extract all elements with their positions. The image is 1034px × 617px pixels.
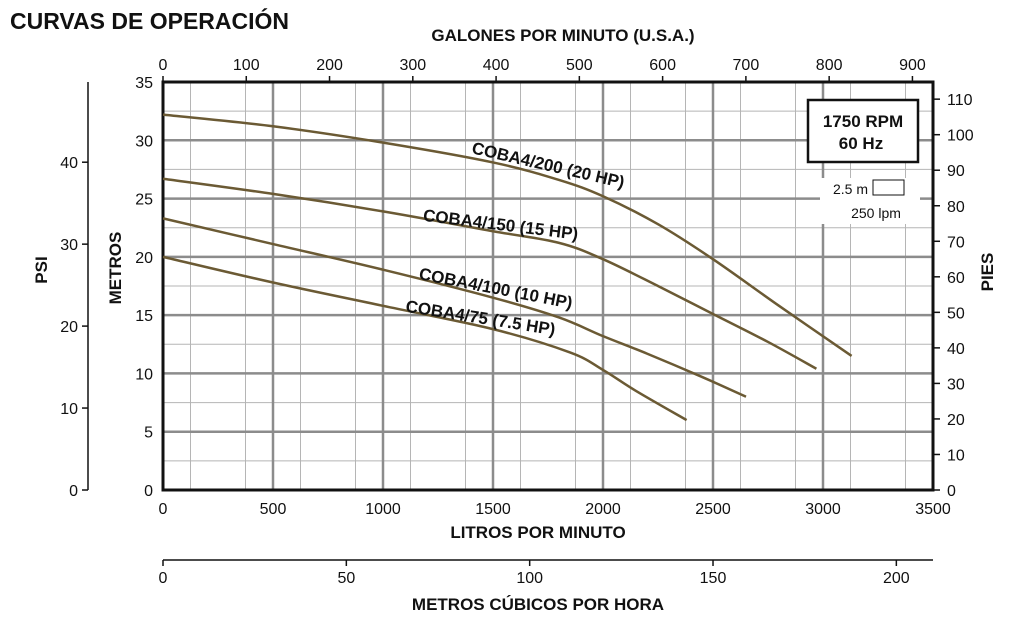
series-label: COBA4/150 (15 HP) [422, 206, 579, 244]
bottom-axis-2-label: METROS CÚBICOS POR HORA [412, 595, 664, 614]
y-tick-label: 10 [135, 366, 153, 383]
top-axis-tick-label: 0 [159, 57, 168, 74]
psi-axis-tick-label: 40 [60, 155, 78, 172]
top-axis-tick-label: 600 [649, 57, 676, 74]
info-box-rpm: 1750 RPM [823, 112, 903, 131]
top-axis-tick-label: 900 [899, 57, 926, 74]
x-tick-label: 0 [159, 501, 168, 518]
bottom-axis-2-tick-label: 200 [883, 570, 910, 587]
y-tick-label: 20 [135, 250, 153, 267]
top-axis-tick-label: 500 [566, 57, 593, 74]
psi-axis-tick-label: 10 [60, 401, 78, 418]
info-box-hz: 60 Hz [839, 134, 883, 153]
right-axis-label: PIES [978, 253, 997, 292]
scale-note-box [872, 179, 905, 196]
top-axis-tick-label: 800 [816, 57, 843, 74]
series-line [162, 217, 747, 398]
right-axis-tick-label: 10 [947, 447, 965, 464]
top-axis-label: GALONES POR MINUTO (U.S.A.) [431, 26, 694, 45]
right-axis-tick-label: 20 [947, 412, 965, 429]
y-tick-label: 5 [144, 425, 153, 442]
y-axis-label: METROS [106, 232, 125, 305]
right-axis-tick-label: 40 [947, 341, 965, 358]
psi-axis-tick-label: 0 [69, 483, 78, 500]
y-tick-label: 35 [135, 75, 153, 92]
right-axis-tick-label: 80 [947, 199, 965, 216]
top-axis-tick-label: 700 [733, 57, 760, 74]
y-tick-label: 15 [135, 308, 153, 325]
x-tick-label: 3000 [805, 501, 841, 518]
y-tick-label: 25 [135, 192, 153, 209]
y-tick-label: 30 [135, 133, 153, 150]
x-tick-label: 1000 [365, 501, 401, 518]
x-tick-label: 2000 [585, 501, 621, 518]
x-tick-label: 1500 [475, 501, 511, 518]
bottom-axis-2-tick-label: 0 [159, 570, 168, 587]
x-tick-label: 2500 [695, 501, 731, 518]
left-axis-2-label: PSI [32, 256, 51, 283]
right-axis-tick-label: 110 [947, 92, 973, 109]
right-axis-tick-label: 60 [947, 270, 965, 287]
axis-ticks: 0 500 1000 1500 2000 2500 3000 3500051015202530… [60, 57, 974, 587]
y-tick-label: 0 [144, 483, 153, 500]
right-axis-tick-label: 30 [947, 376, 965, 393]
info-box [806, 98, 920, 164]
plot-frame [161, 80, 935, 492]
series-line [162, 177, 818, 370]
bottom-axis-2-tick-label: 150 [700, 570, 727, 587]
right-axis-tick-label: 50 [947, 305, 965, 322]
x-tick-label: 500 [260, 501, 287, 518]
right-axis-tick-label: 0 [947, 483, 956, 500]
right-axis-tick-label: 70 [947, 234, 965, 251]
series-line [162, 113, 853, 357]
top-axis-tick-label: 400 [483, 57, 510, 74]
top-axis-tick-label: 100 [233, 57, 260, 74]
top-axis-tick-label: 200 [316, 57, 343, 74]
right-axis-tick-label: 90 [947, 163, 965, 180]
x-axis-label: LITROS POR MINUTO [450, 523, 625, 542]
series-line [162, 255, 688, 422]
scale-note-horizontal: 250 lpm [851, 205, 901, 221]
page-title: CURVAS DE OPERACIÓN [10, 8, 290, 34]
grid-lines [163, 82, 933, 490]
psi-axis-tick-label: 30 [60, 237, 78, 254]
bottom-axis-2-tick-label: 50 [337, 570, 355, 587]
right-axis-tick-label: 100 [947, 128, 974, 145]
bottom-axis-2-tick-label: 100 [516, 570, 543, 587]
x-tick-label: 3500 [915, 501, 951, 518]
top-axis-tick-label: 300 [399, 57, 426, 74]
scale-note-vertical: 2.5 m [833, 181, 868, 197]
psi-axis-tick-label: 20 [60, 319, 78, 336]
